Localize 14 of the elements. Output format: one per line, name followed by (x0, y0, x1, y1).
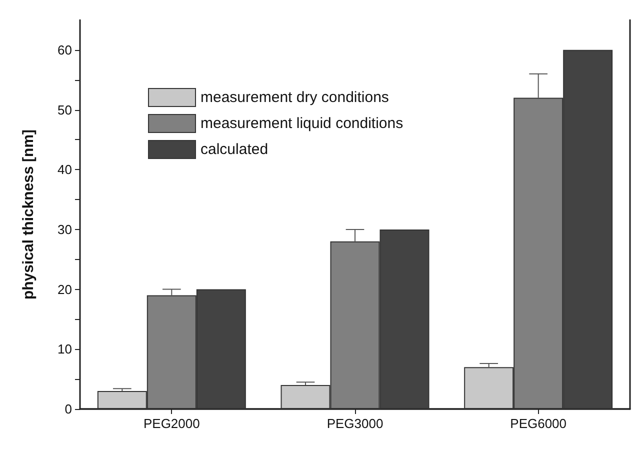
legend-label: measurement liquid conditions (200, 115, 404, 132)
y-tick-label: 10 (58, 342, 72, 357)
x-tick-label: PEG3000 (326, 416, 384, 431)
y-tick-label: 50 (58, 102, 72, 118)
legend-label: calculated (200, 141, 268, 158)
x-tick-label: PEG2000 (143, 416, 200, 431)
y-tick-label: 40 (58, 162, 72, 178)
legend-label: measurement dry conditions (200, 89, 389, 106)
x-tick-label: PEG6000 (510, 416, 567, 431)
y-tick-label: 60 (58, 42, 72, 58)
y-tick-label: 30 (58, 222, 72, 237)
y-tick-label: 0 (64, 402, 72, 416)
y-tick-label: 20 (58, 282, 72, 297)
y-axis-title: physical thickness [nm] (20, 129, 37, 300)
